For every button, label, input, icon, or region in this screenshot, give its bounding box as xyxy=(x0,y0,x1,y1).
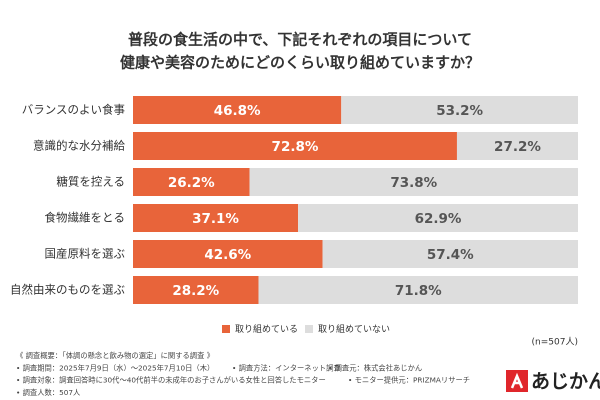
legend-label: 取り組めていない xyxy=(318,323,390,335)
bar-segment xyxy=(258,276,578,304)
category-label: 自然由来のものを選ぶ xyxy=(10,283,125,297)
value-label: 57.4% xyxy=(427,247,474,263)
legend-swatch xyxy=(222,325,230,333)
value-label: 42.6% xyxy=(204,247,251,263)
value-label: 46.8% xyxy=(214,103,261,119)
survey-note: • 調査対象：調査回答時に30代～40代前半の未成年のお子さんがいる女性と回答し… xyxy=(16,376,326,385)
chart-title: 健康や美容のためにどのくらい取り組めていますか？ xyxy=(120,54,480,72)
value-label: 73.8% xyxy=(390,175,437,191)
survey-note: • 調査期間：2025年7月9日（水）～2025年7月10日（木） xyxy=(16,363,214,372)
value-label: 37.1% xyxy=(192,211,239,227)
bar-segment xyxy=(133,276,259,304)
survey-note: • モニター提供元：PRIZMAリサーチ xyxy=(348,376,470,385)
survey-note: • 調査人数：507人 xyxy=(16,388,81,397)
survey-note: 《 調査概要：「体調の懸念と飲み物の選定」に関する調査 》 xyxy=(16,351,214,360)
value-label: 26.2% xyxy=(168,175,215,191)
category-label: 意識的な水分補給 xyxy=(33,139,125,153)
value-label: 72.8% xyxy=(272,139,319,155)
logo-icon-mark xyxy=(510,372,524,389)
category-label: バランスのよい食事 xyxy=(22,103,125,117)
bar-segment xyxy=(341,96,578,124)
value-label: 53.2% xyxy=(436,103,483,119)
category-label: 糖質を控える xyxy=(56,175,125,189)
bar-segment xyxy=(322,240,578,268)
legend-swatch xyxy=(305,325,313,333)
survey-note: • 調査方法：インターネット調査 xyxy=(232,363,341,372)
annotation: (n=507人) xyxy=(532,337,578,348)
bar-segment xyxy=(298,204,578,232)
chart-title: 普段の食生活の中で、下記それぞれの項目について xyxy=(128,31,472,49)
value-label: 71.8% xyxy=(395,283,442,299)
bar-segment xyxy=(133,96,342,124)
value-label: 28.2% xyxy=(172,283,219,299)
logo: あじかん xyxy=(531,371,600,393)
category-label: 食物繊維をとる xyxy=(45,211,126,225)
bar-segment xyxy=(133,132,457,160)
legend-label: 取り組めている xyxy=(235,323,298,335)
bar-segment xyxy=(456,132,578,160)
bar-segment xyxy=(133,204,299,232)
bar-segment xyxy=(249,168,578,196)
survey-note: • 調査元：株式会社あじかん xyxy=(328,363,422,372)
value-label: 62.9% xyxy=(415,211,462,227)
bar-segment xyxy=(133,168,250,196)
category-label: 国産原料を選ぶ xyxy=(45,247,126,261)
bar-segment xyxy=(133,240,323,268)
value-label: 27.2% xyxy=(494,139,541,155)
